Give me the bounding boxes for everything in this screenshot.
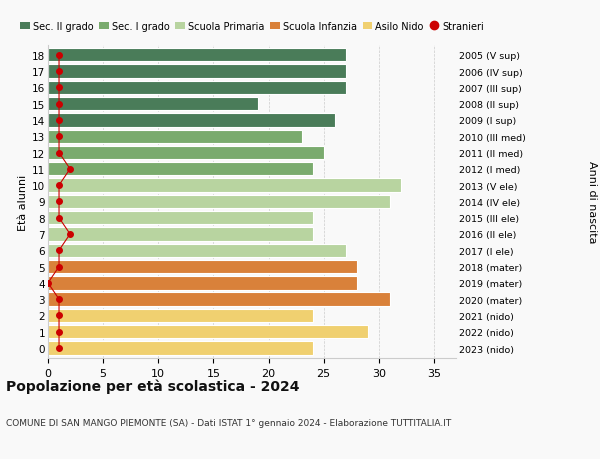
Bar <box>48 309 313 322</box>
Bar <box>48 293 390 306</box>
Bar <box>48 277 357 290</box>
Bar <box>48 341 313 355</box>
Legend: Sec. II grado, Sec. I grado, Scuola Primaria, Scuola Infanzia, Asilo Nido, Stran: Sec. II grado, Sec. I grado, Scuola Prim… <box>20 22 484 32</box>
Bar <box>48 146 323 160</box>
Bar <box>48 195 390 209</box>
Bar <box>48 49 346 62</box>
Bar <box>48 98 257 111</box>
Text: COMUNE DI SAN MANGO PIEMONTE (SA) - Dati ISTAT 1° gennaio 2024 - Elaborazione TU: COMUNE DI SAN MANGO PIEMONTE (SA) - Dati… <box>6 418 451 427</box>
Bar <box>48 163 313 176</box>
Bar <box>48 82 346 95</box>
Bar <box>48 130 302 144</box>
Bar <box>48 260 357 274</box>
Bar <box>48 244 346 257</box>
Bar <box>48 179 401 192</box>
Bar <box>48 325 368 339</box>
Text: Anni di nascita: Anni di nascita <box>587 161 597 243</box>
Text: Popolazione per età scolastica - 2024: Popolazione per età scolastica - 2024 <box>6 379 299 393</box>
Bar <box>48 228 313 241</box>
Y-axis label: Età alunni: Età alunni <box>18 174 28 230</box>
Bar <box>48 114 335 127</box>
Bar <box>48 65 346 78</box>
Bar <box>48 212 313 225</box>
